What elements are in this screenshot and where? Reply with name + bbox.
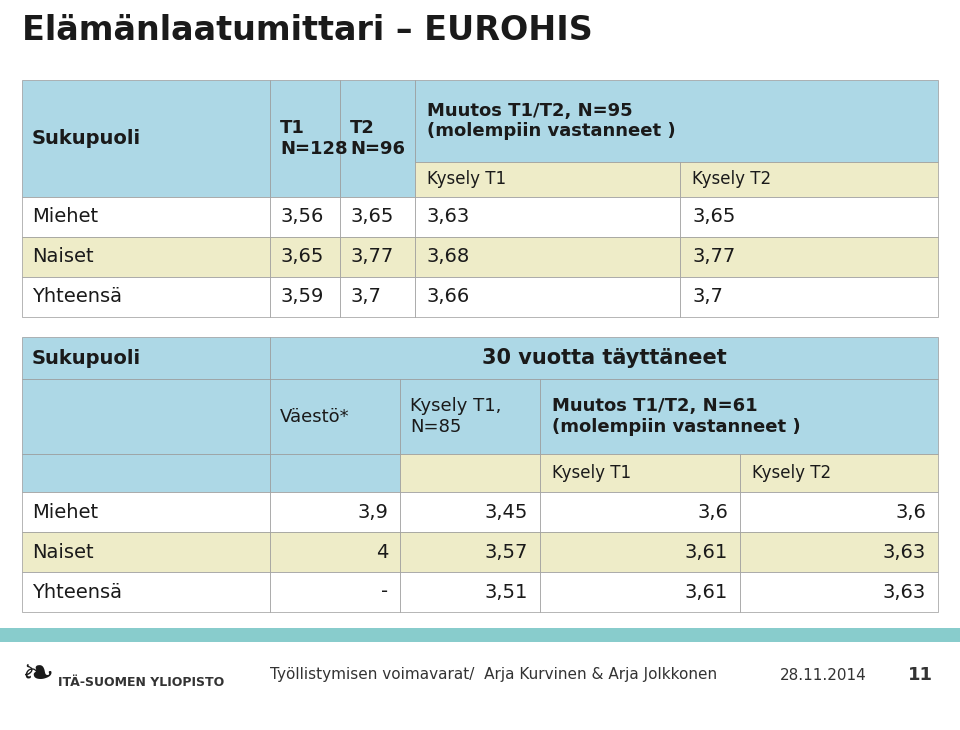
Text: 3,51: 3,51 — [485, 583, 528, 602]
Text: ❧: ❧ — [22, 656, 55, 694]
Text: Kysely T1: Kysely T1 — [552, 464, 631, 482]
Bar — [540, 379, 938, 454]
Text: 3,56: 3,56 — [280, 207, 324, 226]
Bar — [270, 532, 400, 572]
Text: -: - — [381, 583, 388, 602]
Text: 3,7: 3,7 — [692, 288, 723, 307]
Text: 28.11.2014: 28.11.2014 — [780, 667, 867, 683]
Text: 3,9: 3,9 — [357, 502, 388, 521]
Bar — [22, 572, 270, 612]
Text: Kysely T1,
N=85: Kysely T1, N=85 — [410, 397, 501, 436]
Bar — [22, 379, 270, 454]
Bar — [740, 532, 938, 572]
Text: 3,45: 3,45 — [485, 502, 528, 521]
Text: Kysely T1: Kysely T1 — [427, 171, 506, 188]
Text: 3,7: 3,7 — [350, 288, 381, 307]
Text: Sukupuoli: Sukupuoli — [32, 348, 141, 367]
Bar — [22, 337, 270, 379]
Text: T1
N=128: T1 N=128 — [280, 119, 348, 158]
Bar — [270, 277, 340, 317]
Text: Muutos T1/T2, N=61
(molempiin vastanneet ): Muutos T1/T2, N=61 (molempiin vastanneet… — [552, 397, 801, 436]
Bar — [740, 572, 938, 612]
Bar — [270, 337, 938, 379]
Bar — [0, 628, 960, 642]
Text: Naiset: Naiset — [32, 247, 94, 266]
Bar — [22, 454, 270, 492]
Text: 3,59: 3,59 — [280, 288, 324, 307]
Bar — [400, 379, 540, 454]
Bar — [22, 237, 270, 277]
Bar — [400, 572, 540, 612]
Text: 4: 4 — [375, 542, 388, 561]
Text: 3,63: 3,63 — [883, 583, 926, 602]
Bar — [340, 197, 415, 237]
Bar — [415, 197, 680, 237]
Bar — [680, 197, 938, 237]
Text: 3,68: 3,68 — [427, 247, 470, 266]
Bar — [540, 454, 740, 492]
Text: Naiset: Naiset — [32, 542, 94, 561]
Bar — [415, 277, 680, 317]
Text: 30 vuotta täyttäneet: 30 vuotta täyttäneet — [482, 348, 727, 368]
Text: 3,65: 3,65 — [280, 247, 324, 266]
Text: Yhteensä: Yhteensä — [32, 583, 122, 602]
Bar — [270, 492, 400, 532]
Bar — [270, 80, 340, 197]
Text: ITÄ-SUOMEN YLIOPISTO: ITÄ-SUOMEN YLIOPISTO — [58, 675, 225, 688]
Text: Sukupuoli: Sukupuoli — [32, 129, 141, 148]
Bar — [270, 237, 340, 277]
Text: Miehet: Miehet — [32, 207, 98, 226]
Bar — [22, 532, 270, 572]
Bar — [680, 162, 938, 197]
Text: Miehet: Miehet — [32, 502, 98, 521]
Bar — [270, 197, 340, 237]
Text: 3,63: 3,63 — [427, 207, 470, 226]
Bar — [22, 492, 270, 532]
Bar — [415, 237, 680, 277]
Text: 11: 11 — [907, 666, 932, 684]
Text: 3,6: 3,6 — [697, 502, 728, 521]
Bar — [22, 80, 270, 197]
Bar — [400, 532, 540, 572]
Text: 3,63: 3,63 — [883, 542, 926, 561]
Text: 3,77: 3,77 — [692, 247, 735, 266]
Bar — [22, 197, 270, 237]
Text: 3,65: 3,65 — [350, 207, 394, 226]
Bar — [415, 162, 680, 197]
Text: 3,61: 3,61 — [684, 542, 728, 561]
Text: Työllistymisen voimavarat/  Arja Kurvinen & Arja Jolkkonen: Työllistymisen voimavarat/ Arja Kurvinen… — [270, 667, 717, 683]
Bar — [270, 454, 400, 492]
Text: 3,66: 3,66 — [427, 288, 470, 307]
Bar — [22, 277, 270, 317]
Text: 3,65: 3,65 — [692, 207, 735, 226]
Bar — [415, 80, 938, 162]
Bar — [400, 492, 540, 532]
Bar — [680, 237, 938, 277]
Text: Väestö*: Väestö* — [280, 407, 349, 426]
Text: 3,57: 3,57 — [485, 542, 528, 561]
Bar — [540, 492, 740, 532]
Text: Kysely T2: Kysely T2 — [692, 171, 771, 188]
Text: Muutos T1/T2, N=95
(molempiin vastanneet ): Muutos T1/T2, N=95 (molempiin vastanneet… — [427, 101, 676, 140]
Bar — [270, 379, 400, 454]
Text: Kysely T2: Kysely T2 — [752, 464, 831, 482]
Bar — [540, 572, 740, 612]
Text: Yhteensä: Yhteensä — [32, 288, 122, 307]
Text: 3,77: 3,77 — [350, 247, 394, 266]
Bar — [340, 277, 415, 317]
Bar — [270, 572, 400, 612]
Text: 3,61: 3,61 — [684, 583, 728, 602]
Bar — [540, 532, 740, 572]
Text: Elämänlaatumittari – EUROHIS: Elämänlaatumittari – EUROHIS — [22, 13, 592, 47]
Bar — [680, 277, 938, 317]
Bar — [400, 454, 540, 492]
Bar — [340, 237, 415, 277]
Text: T2
N=96: T2 N=96 — [350, 119, 405, 158]
Bar — [340, 80, 415, 197]
Bar — [740, 492, 938, 532]
Bar — [740, 454, 938, 492]
Text: 3,6: 3,6 — [895, 502, 926, 521]
